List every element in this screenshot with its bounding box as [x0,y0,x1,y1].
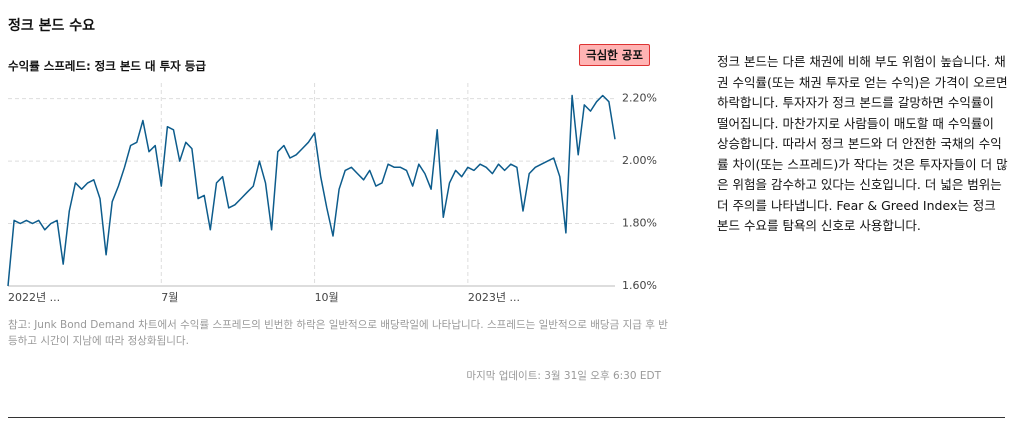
description: 정크 본드는 다른 채권에 비해 부도 위험이 높습니다. 채권 수익률(또는 … [717,54,1008,233]
note: 참고: Junk Bond Demand 차트에서 수익률 스프레드의 빈번한 … [8,319,668,347]
badge: 극심한 공포 [579,44,650,66]
x-tick-label: 2023년 ... [468,291,520,304]
x-tick-label: 10월 [315,291,339,304]
series-line [7,94,616,287]
x-tick-label: 2022년 ... [8,291,60,304]
y-tick-label: 1.60% [622,279,657,292]
updated: 마지막 업데이트: 3월 31일 오후 6:30 EDT [466,370,661,382]
y-tick-label: 2.00% [622,154,657,167]
chart-title: 수익률 스프레드: 정크 본드 대 투자 등급 [8,59,206,73]
heading: 정크 본드 수요 [8,18,96,34]
x-tick-label: 7월 [161,291,178,304]
y-tick-label: 2.20% [622,92,657,105]
chart: 1.60% 1.80% 2.00% 2.20% 2022년 ... 7월 10월 2023년 … [7,83,657,304]
divider [8,417,1005,418]
y-tick-label: 1.80% [622,217,657,230]
